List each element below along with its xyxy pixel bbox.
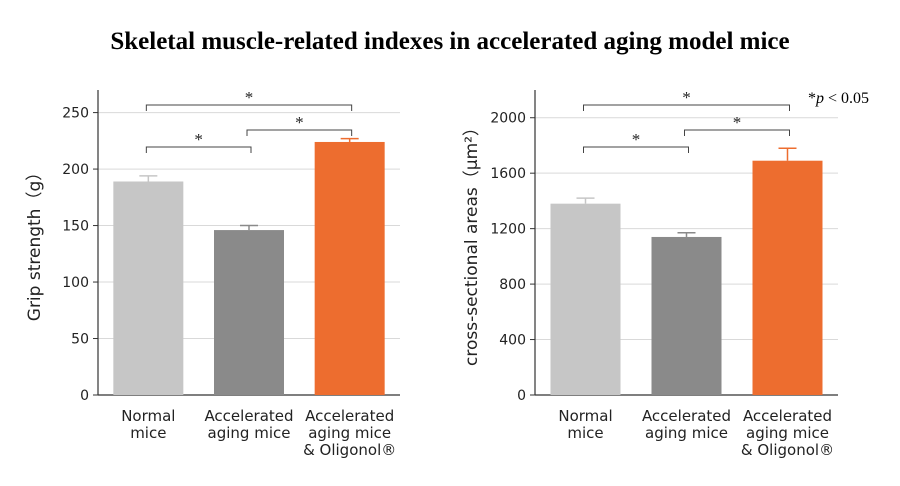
significance-star: * — [194, 130, 203, 149]
significance-star: * — [245, 88, 254, 107]
significance-bracket — [246, 129, 353, 136]
significance-bracket — [684, 129, 790, 136]
category-label: & Oligonol® — [303, 441, 396, 459]
bar-accelerated — [651, 236, 722, 395]
y-tick-label: 800 — [499, 277, 526, 293]
bar-normal — [550, 203, 621, 395]
bar-oligonol — [752, 160, 823, 395]
p-value-note: *p < 0.05 — [808, 90, 869, 108]
category-label: mice — [567, 424, 603, 442]
category-label: aging mice — [308, 424, 391, 442]
category-label: Accelerated — [204, 407, 293, 425]
significance-bracket — [145, 146, 252, 153]
category-label: Normal — [558, 407, 612, 425]
y-tick-label: 200 — [62, 162, 89, 178]
bar-oligonol — [314, 141, 385, 395]
category-label: aging mice — [208, 424, 291, 442]
category-label: Normal — [121, 407, 175, 425]
chart-1: 0 50 100 150 200 250 Grip strength（g） Normalmic… — [25, 88, 400, 459]
y-axis-label: Grip strength（g） — [25, 164, 45, 321]
significance-star: * — [682, 88, 691, 107]
p-note-rest: < 0.05 — [824, 90, 870, 107]
significance-star: * — [733, 113, 742, 132]
y-tick-label: 100 — [62, 275, 89, 291]
significance-bracket — [583, 146, 689, 153]
y-tick-label: 150 — [62, 219, 89, 235]
y-axis-label: cross-sectional areas（μm²） — [462, 119, 482, 366]
category-label: Accelerated — [743, 407, 832, 425]
p-note-italic: p — [816, 90, 824, 107]
category-label: mice — [130, 424, 166, 442]
y-tick-label: 400 — [499, 333, 526, 349]
category-label: & Oligonol® — [741, 441, 834, 459]
category-label: Accelerated — [305, 407, 394, 425]
significance-bracket — [583, 104, 790, 111]
bar-accelerated — [214, 230, 284, 395]
significance-bracket — [145, 104, 353, 111]
y-tick-label: 1200 — [490, 222, 526, 238]
y-tick-label: 50 — [71, 332, 89, 348]
y-tick-label: 0 — [80, 388, 89, 404]
significance-star: * — [632, 130, 641, 149]
y-tick-label: 250 — [62, 106, 89, 122]
y-tick-label: 1600 — [490, 166, 526, 182]
y-tick-label: 0 — [517, 388, 526, 404]
category-label: Accelerated — [642, 407, 731, 425]
chart-title: Skeletal muscle-related indexes in accel… — [110, 28, 790, 55]
category-label: aging mice — [746, 424, 829, 442]
p-note-symbol: * — [808, 90, 816, 107]
category-label: aging mice — [645, 424, 728, 442]
y-tick-label: 2000 — [490, 111, 526, 127]
bar-normal — [113, 181, 184, 395]
chart-2: 0 400 800 1200 1600 2000 cross-sectional areas… — [462, 88, 838, 459]
significance-star: * — [295, 113, 304, 132]
